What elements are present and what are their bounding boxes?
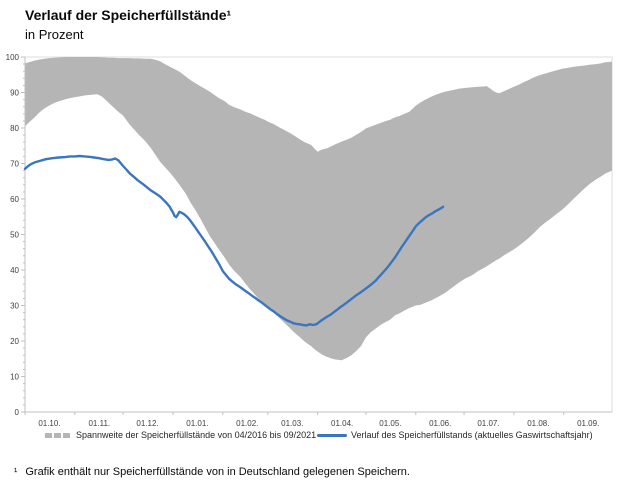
legend-item-band: Spannweite der Speicherfüllstände von 04…: [45, 430, 316, 440]
svg-text:01.11.: 01.11.: [88, 419, 110, 428]
svg-text:01.09.: 01.09.: [577, 419, 599, 428]
page-title: Verlauf der Speicherfüllstände¹: [25, 7, 232, 23]
footnote-text: Grafik enthält nur Speicherfüllstände vo…: [25, 466, 410, 478]
svg-text:01.10.: 01.10.: [38, 419, 60, 428]
svg-text:01.01.: 01.01.: [186, 419, 208, 428]
svg-text:100: 100: [6, 53, 20, 62]
svg-text:30: 30: [10, 302, 19, 311]
svg-text:01.05.: 01.05.: [379, 419, 401, 428]
svg-text:20: 20: [10, 337, 19, 346]
svg-text:01.07.: 01.07.: [477, 419, 499, 428]
svg-text:90: 90: [10, 89, 19, 98]
svg-text:50: 50: [10, 231, 19, 240]
legend-line-label: Verlauf des Speicherfüllstands (aktuelle…: [351, 430, 593, 440]
svg-text:01.02.: 01.02.: [236, 419, 258, 428]
svg-text:01.08.: 01.08.: [527, 419, 549, 428]
svg-text:40: 40: [10, 266, 19, 275]
chart-subtitle: in Prozent: [25, 27, 84, 42]
line-swatch-icon: [317, 433, 347, 437]
legend-band-label: Spannweite der Speicherfüllstände von 04…: [76, 430, 317, 440]
band-swatch-icon: [45, 432, 72, 438]
svg-text:0: 0: [15, 408, 20, 417]
legend: Spannweite der Speicherfüllstände von 04…: [0, 430, 620, 446]
svg-text:10: 10: [10, 373, 19, 382]
svg-text:01.04.: 01.04.: [331, 419, 353, 428]
svg-text:80: 80: [10, 124, 19, 133]
svg-text:01.03.: 01.03.: [281, 419, 303, 428]
svg-text:01.12.: 01.12.: [136, 419, 158, 428]
svg-text:70: 70: [10, 160, 19, 169]
svg-text:60: 60: [10, 195, 19, 204]
footnote: ¹ Grafik enthält nur Speicherfüllstände v…: [14, 466, 410, 478]
legend-item-line: Verlauf des Speicherfüllstands (aktuelle…: [317, 430, 593, 440]
footnote-marker: ¹: [14, 467, 18, 478]
svg-text:01.06.: 01.06.: [429, 419, 451, 428]
chart-svg: 0 10 20 30 40 50 60 70 80 90 100 01.10. 01.11. 01.12.…: [6, 53, 613, 428]
